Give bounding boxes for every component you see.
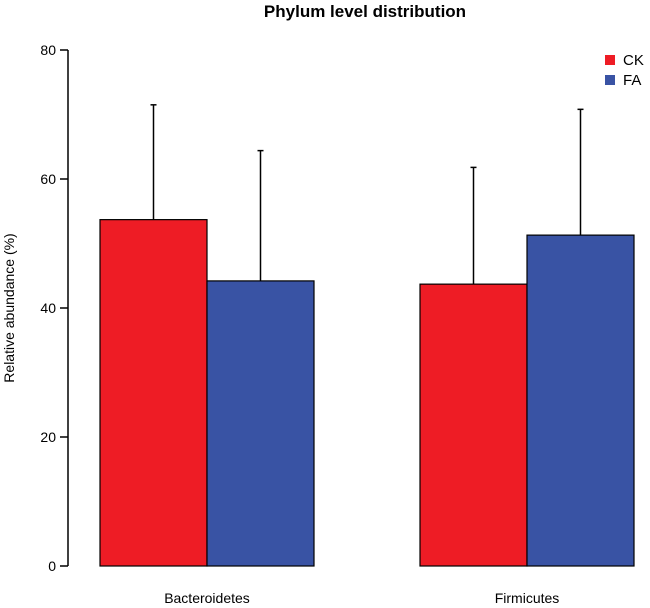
legend-swatch-fa (605, 75, 615, 85)
bar-bacteroidetes-ck (99, 219, 208, 567)
y-axis-label: Relative abundance (%) (1, 233, 17, 382)
y-tick-label-60: 60 (40, 171, 56, 187)
bar-bacteroidetes-fa (206, 280, 315, 567)
legend-label-ck: CK (623, 52, 644, 69)
error-bars (150, 104, 584, 285)
legend-label-fa: FA (623, 72, 641, 89)
legend-swatch-ck (605, 55, 615, 65)
legend: CK FA (605, 52, 644, 89)
bar-firmicutes-fa (526, 234, 635, 567)
y-tick-label-40: 40 (40, 300, 56, 316)
bar-firmicutes-ck (419, 283, 528, 567)
x-category-label-firmicutes: Firmicutes (495, 590, 560, 606)
y-tick-label-80: 80 (40, 42, 56, 58)
y-axis: 0 20 40 60 80 (40, 42, 69, 574)
x-category-label-bacteroidetes: Bacteroidetes (164, 590, 250, 606)
category-labels: Bacteroidetes Firmicutes (164, 590, 559, 606)
y-tick-label-0: 0 (48, 558, 56, 574)
bars (99, 219, 635, 567)
y-tick-label-20: 20 (40, 429, 56, 445)
chart-title: Phylum level distribution (264, 2, 466, 21)
